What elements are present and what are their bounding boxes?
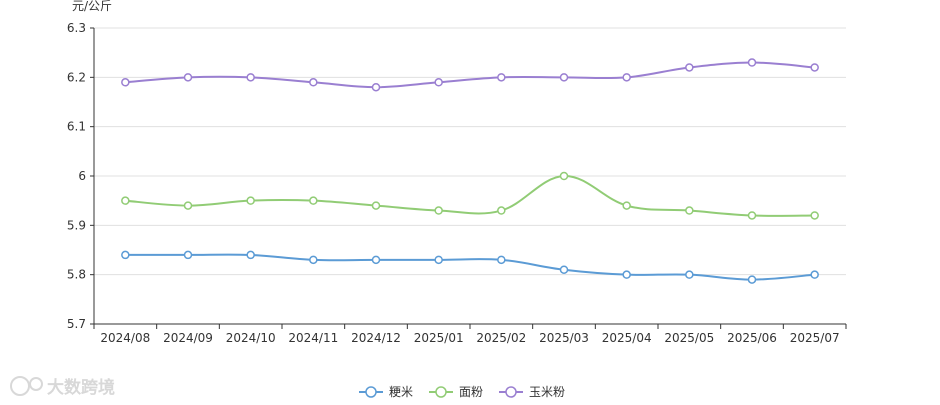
data-point xyxy=(434,206,443,215)
legend-marker xyxy=(365,386,377,398)
x-tick-label: 2024/12 xyxy=(351,331,401,345)
legend-label: 玉米粉 xyxy=(529,385,565,399)
data-point xyxy=(810,270,819,279)
data-point xyxy=(183,201,193,210)
data-point xyxy=(810,211,819,220)
y-tick-label: 6.3 xyxy=(67,21,86,35)
watermark: 大数跨境 xyxy=(10,376,115,398)
legend-marker xyxy=(435,386,447,398)
watermark-logo-icon xyxy=(10,376,30,396)
x-tick-label: 2024/08 xyxy=(100,331,150,345)
legend-marker xyxy=(505,386,517,398)
y-tick-label: 5.8 xyxy=(67,268,86,282)
legend[interactable]: 粳米 面粉 玉米粉 xyxy=(359,385,565,399)
data-point xyxy=(497,73,506,82)
data-point xyxy=(246,250,255,260)
data-point xyxy=(183,250,193,260)
x-tick-label: 2024/09 xyxy=(163,331,213,345)
data-point xyxy=(434,78,443,87)
data-point xyxy=(246,73,255,82)
axes: 5.7 5.8 5.9 6 6.1 6.2 6.3 2024/08 2024/09 2024/10… xyxy=(67,21,847,345)
data-point xyxy=(246,196,255,205)
data-point xyxy=(309,255,318,265)
data-point xyxy=(559,73,569,82)
legend-item-0[interactable]: 粳米 xyxy=(359,385,413,399)
data-point xyxy=(434,255,443,265)
data-point xyxy=(371,255,381,265)
data-point xyxy=(309,196,318,205)
x-tick-label: 2025/07 xyxy=(790,331,840,345)
legend-item-1[interactable]: 面粉 xyxy=(429,385,483,399)
data-point xyxy=(497,206,506,215)
x-tick-label: 2025/02 xyxy=(476,331,526,345)
data-point xyxy=(810,63,819,72)
legend-label: 面粉 xyxy=(459,385,483,399)
data-point xyxy=(685,206,694,215)
x-tick-label: 2024/10 xyxy=(226,331,276,345)
series-layer xyxy=(121,58,819,284)
data-point xyxy=(559,171,569,181)
x-tick-label: 2025/01 xyxy=(414,331,464,345)
data-point xyxy=(747,211,757,220)
data-point xyxy=(747,275,757,284)
data-point xyxy=(371,82,381,92)
legend-item-2[interactable]: 玉米粉 xyxy=(499,385,565,399)
y-tick-label: 5.7 xyxy=(67,317,86,331)
data-point xyxy=(685,270,694,279)
y-tick-label: 6.2 xyxy=(67,70,86,84)
series-line xyxy=(125,61,815,89)
series-1 xyxy=(121,171,819,220)
series-line xyxy=(125,174,815,217)
data-point xyxy=(559,265,569,274)
y-tick-label: 6.1 xyxy=(67,120,86,134)
x-tick-label: 2025/03 xyxy=(539,331,589,345)
data-point xyxy=(622,73,631,82)
data-point xyxy=(622,201,631,210)
data-point xyxy=(497,255,506,265)
x-tick-label: 2025/05 xyxy=(664,331,714,345)
x-tick-label: 2025/06 xyxy=(727,331,777,345)
data-point xyxy=(183,73,193,82)
data-point xyxy=(121,78,130,87)
legend-label: 粳米 xyxy=(389,385,413,399)
data-point xyxy=(371,201,381,210)
y-tick-label: 5.9 xyxy=(67,218,86,232)
series-2 xyxy=(121,58,819,92)
series-0 xyxy=(121,250,819,284)
data-point xyxy=(622,270,631,279)
watermark-text: 大数跨境 xyxy=(47,377,115,398)
x-tick-label: 2025/04 xyxy=(602,331,652,345)
series-line xyxy=(125,253,815,281)
x-tick-label: 2024/11 xyxy=(288,331,338,345)
data-point xyxy=(685,63,694,72)
data-point xyxy=(747,58,757,67)
data-point xyxy=(121,196,130,205)
data-point xyxy=(121,250,130,260)
data-point xyxy=(309,78,318,87)
y-axis-unit-label: 元/公斤 xyxy=(72,0,112,13)
y-tick-label: 6 xyxy=(78,169,86,183)
